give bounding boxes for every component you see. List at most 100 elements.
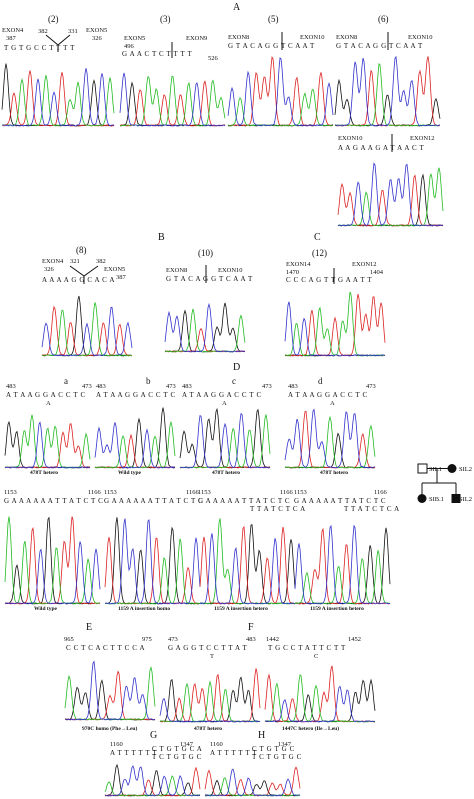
label: 382 [96, 258, 106, 265]
section-label: A [233, 2, 241, 13]
panel-title: a [64, 376, 68, 386]
trace [104, 763, 200, 797]
trace [119, 72, 226, 127]
trace [4, 541, 101, 605]
sequence-text: T [210, 653, 214, 660]
trace [199, 533, 296, 605]
trace [179, 412, 271, 469]
pedigree-symbol [421, 468, 457, 494]
label: EXON5 [104, 266, 125, 273]
trace [294, 524, 391, 605]
panel-title: (10) [198, 248, 213, 258]
label: 326 [92, 35, 103, 42]
sequence-text: A [46, 400, 51, 407]
panel-title: (3) [160, 14, 171, 24]
trace [104, 766, 201, 797]
label: EXON5 [86, 27, 107, 34]
sequence-text: G T A C A G G T C A A T [336, 42, 423, 50]
label: 483 [288, 383, 298, 390]
trace [4, 421, 91, 469]
section-label: F [248, 622, 254, 633]
sequence-text: T G T G C C T T T T [4, 44, 75, 52]
pedigree-symbol [451, 494, 461, 503]
trace [41, 306, 133, 357]
sequence-text: A T T T T T T [110, 749, 157, 757]
trace [65, 679, 156, 721]
label: 1153 [294, 489, 307, 496]
sequence-text: A T A A G G A C C T C [96, 391, 176, 399]
trace [227, 88, 334, 127]
label: 321 [70, 258, 80, 265]
sequence-text: G A A A A A T T A T C T C [294, 497, 386, 505]
label: 483 [182, 383, 192, 390]
sequence-text: C T G T G C A [152, 745, 202, 753]
label: 1160 [110, 741, 123, 748]
label: 1166 [88, 489, 102, 496]
trace [4, 516, 101, 605]
sequence-text: A A A A G G C A C A [42, 276, 115, 284]
trace [284, 301, 385, 357]
label: 1347 [278, 741, 292, 748]
trace [4, 423, 91, 469]
label: SIL2 [459, 466, 472, 473]
sequence-text: C C C A G T T G A A T T [286, 276, 372, 284]
label: 1153 [104, 489, 117, 496]
label: 473 [366, 383, 376, 390]
pedigree-symbol [45, 34, 71, 52]
label: 1347 [180, 741, 194, 748]
pedigree-symbol [69, 265, 99, 284]
trace [41, 305, 133, 357]
label: 387 [116, 274, 127, 281]
label: EXON14 [286, 261, 311, 268]
trace [4, 414, 91, 469]
label: SIL1 [429, 466, 442, 473]
trace [1, 75, 115, 127]
trace [204, 766, 301, 797]
label: 382 [38, 28, 48, 35]
caption: 478T hetero [194, 726, 222, 732]
caption: Wild type [118, 470, 142, 476]
label: 473 [82, 383, 92, 390]
trace [159, 697, 261, 723]
sequence-text: G A G G T C C T T A T [168, 644, 248, 652]
trace [104, 538, 201, 605]
trace [264, 674, 376, 723]
sequence-text: A [330, 400, 335, 407]
sequence-text: T T A T C T C A [250, 505, 306, 513]
caption: 970C homo (Phe→Leu) [82, 725, 137, 732]
caption: 478T hetero [320, 470, 348, 476]
label: EXON8 [166, 267, 187, 274]
label: 1160 [210, 741, 223, 748]
label: EXON10 [408, 34, 433, 41]
label: 1442 [266, 636, 279, 643]
label: EXON8 [228, 34, 249, 41]
panel-title: (12) [312, 248, 327, 258]
sequence-text: A T A A G G A C C T C [182, 391, 262, 399]
label: 1166 [280, 489, 294, 496]
label: 326 [44, 266, 55, 273]
trace [64, 660, 156, 721]
trace [284, 408, 375, 469]
sequence-text: C [314, 653, 318, 660]
trace [284, 415, 376, 469]
label: 1470 [286, 269, 299, 276]
label: 483 [246, 636, 256, 643]
section-label: B [158, 232, 165, 243]
trace [2, 68, 115, 127]
section-label: G [150, 730, 157, 741]
caption: 1159 A insertion homo [118, 606, 170, 612]
trace [227, 57, 334, 127]
label: EXON4 [42, 258, 64, 265]
label: 965 [64, 636, 74, 643]
label: SIL2 [459, 496, 472, 503]
panel-title: (6) [378, 14, 389, 24]
trace [284, 411, 376, 469]
sequence-text: C T G T G C [252, 745, 295, 753]
label: EXON8 [336, 34, 357, 41]
label: EXON10 [300, 34, 325, 41]
label: 1166 [374, 489, 388, 496]
label: 473 [166, 383, 176, 390]
section-label: D [233, 362, 240, 373]
panel-title: (5) [268, 14, 279, 24]
label: 526 [208, 55, 219, 62]
